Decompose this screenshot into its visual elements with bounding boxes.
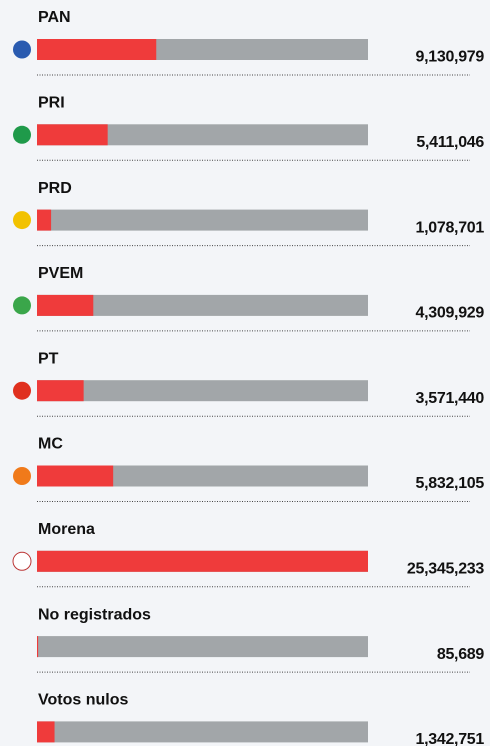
- party-icon: [12, 551, 32, 571]
- bar-track: [37, 124, 368, 146]
- party-icon: [13, 211, 31, 230]
- party-label: No registrados: [38, 606, 151, 623]
- party-label: PRI: [38, 95, 65, 112]
- party-label: MC: [38, 436, 63, 453]
- value-label: 1,078,701: [416, 219, 485, 236]
- party-label: PAN: [38, 9, 71, 26]
- party-label: PT: [38, 350, 59, 367]
- party-icon: [13, 296, 31, 315]
- bar: [37, 721, 55, 743]
- bar-track: [37, 636, 368, 658]
- bar: [37, 124, 108, 146]
- party-icon: [13, 467, 31, 485]
- value-label: 5,832,105: [416, 475, 485, 492]
- value-label: 5,411,046: [416, 134, 484, 151]
- bar-track: [37, 380, 368, 402]
- bar: [37, 294, 94, 316]
- party-icon: [13, 381, 31, 400]
- bar: [37, 465, 114, 487]
- bar-track: [37, 721, 368, 743]
- bar: [37, 209, 52, 231]
- value-label: 1,342,751: [416, 731, 485, 746]
- party-label: PRD: [38, 180, 72, 197]
- party-icon: [13, 125, 31, 144]
- party-label: Votos nulos: [38, 692, 128, 709]
- bar-track: [37, 209, 368, 231]
- bar-track: [37, 294, 368, 316]
- value-label: 3,571,440: [416, 390, 485, 407]
- value-label: 25,345,233: [407, 561, 484, 578]
- party-label: PVEM: [38, 265, 83, 282]
- value-label: 9,130,979: [416, 49, 485, 66]
- bar-track: [37, 465, 368, 487]
- party-label: Morena: [38, 521, 95, 538]
- bar: [37, 636, 39, 658]
- bar: [37, 380, 84, 402]
- bar: [37, 550, 368, 572]
- value-label: 4,309,929: [416, 305, 485, 322]
- party-icon: [13, 40, 31, 59]
- value-label: 85,689: [437, 646, 485, 663]
- bar: [37, 39, 157, 60]
